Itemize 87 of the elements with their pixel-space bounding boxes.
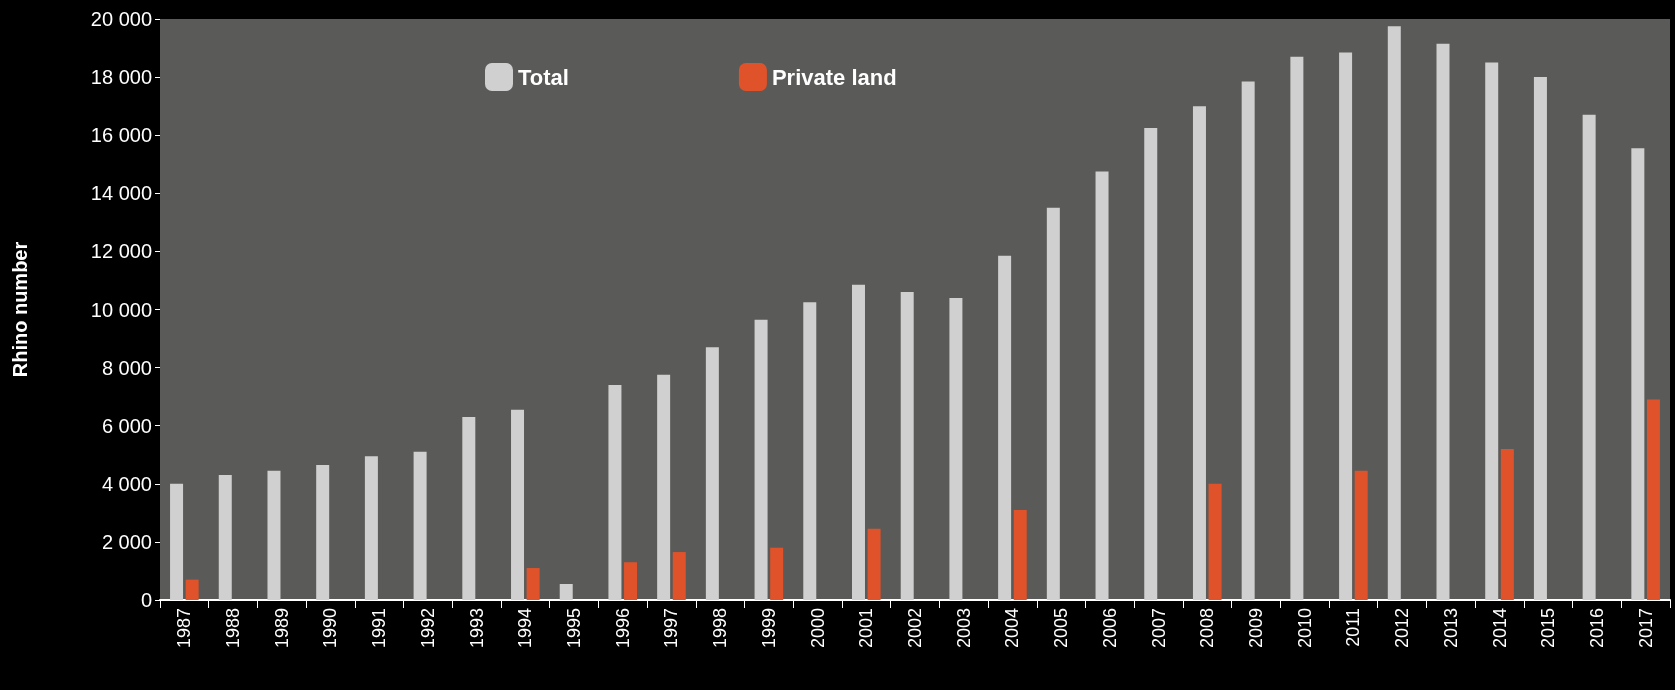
x-tick-label: 2006 [1099,608,1120,649]
y-tick-label: 6 000 [101,414,152,437]
bar [1646,399,1660,600]
legend-label: Total [518,64,569,90]
bar [754,319,768,600]
legend-label: Private land [771,64,897,90]
x-tick-label: 1993 [466,608,487,649]
y-tick-label: 4 000 [101,472,152,495]
x-tick-label: 2002 [905,608,925,649]
x-tick-label: 2016 [1586,608,1607,649]
x-tick-label: 2013 [1440,608,1461,649]
y-tick-label: 0 [140,589,152,611]
bar [1533,77,1547,600]
bar [1354,470,1368,600]
bar [998,255,1012,600]
x-tick-label: 1989 [271,608,292,649]
bar [218,475,232,600]
bar [1144,127,1158,600]
bar [1208,483,1222,600]
x-tick-label: 1992 [417,608,438,649]
y-tick-label: 14 000 [90,182,152,205]
bar [1500,448,1514,600]
bar [900,292,914,600]
x-tick-label: 2012 [1392,608,1413,649]
x-tick-label: 1996 [612,608,633,649]
bar [413,451,427,600]
bar [1339,52,1353,600]
bar [705,347,719,600]
x-tick-label: 2009 [1245,608,1266,649]
bar [608,385,622,600]
bar [624,562,638,600]
x-tick-label: 2004 [1002,608,1023,649]
bar [1387,26,1401,600]
x-tick-label: 1997 [661,608,682,649]
x-tick-label: 1998 [710,608,731,649]
bar [511,409,525,600]
x-tick-label: 1991 [369,608,390,649]
x-tick-label: 2010 [1294,608,1315,649]
bar [1582,114,1596,600]
x-tick-label: 2003 [953,608,974,649]
bar [462,416,476,600]
bar [949,297,963,600]
y-axis-title: Rhino number [9,241,31,378]
x-tick-label: 1987 [174,608,195,649]
y-tick-label: 2 000 [101,530,152,553]
y-tick-label: 18 000 [90,66,152,89]
bar [803,302,817,600]
bar [1095,171,1109,600]
bar [867,528,881,600]
y-tick-label: 8 000 [101,356,152,379]
bar [267,470,281,600]
bar [526,568,540,600]
bar [316,464,330,600]
x-tick-label: 2014 [1489,608,1510,649]
bar [672,552,686,600]
bar [1485,62,1499,600]
bar [559,584,573,600]
x-tick-label: 2005 [1051,608,1072,649]
x-tick-label: 2011 [1343,608,1364,647]
bar [1046,207,1060,600]
bar [770,547,784,600]
x-tick-label: 1988 [223,608,244,649]
bar [1290,56,1304,600]
x-tick-label: 1994 [515,608,536,649]
y-tick-label: 20 000 [90,8,152,30]
x-tick-label: 2015 [1538,608,1559,649]
bar [1436,43,1450,600]
x-tick-label: 2007 [1148,608,1169,649]
bar [1631,148,1645,600]
x-tick-label: 2017 [1635,608,1656,649]
bar [1013,509,1027,600]
y-tick-label: 16 000 [90,124,152,147]
bar [657,374,671,600]
x-tick-label: 2000 [807,608,828,649]
x-tick-label: 2008 [1197,608,1218,649]
bar [1241,81,1255,600]
y-tick-label: 10 000 [90,298,152,321]
y-tick-label: 12 000 [90,240,152,263]
bar [364,456,378,600]
bar [851,284,865,600]
bar [170,483,184,600]
x-tick-label: 2001 [856,608,877,649]
x-tick-label: 1995 [564,608,585,649]
bar [185,579,199,600]
bar [1192,106,1206,600]
x-tick-label: 1999 [758,608,779,649]
x-tick-label: 1990 [320,608,341,649]
